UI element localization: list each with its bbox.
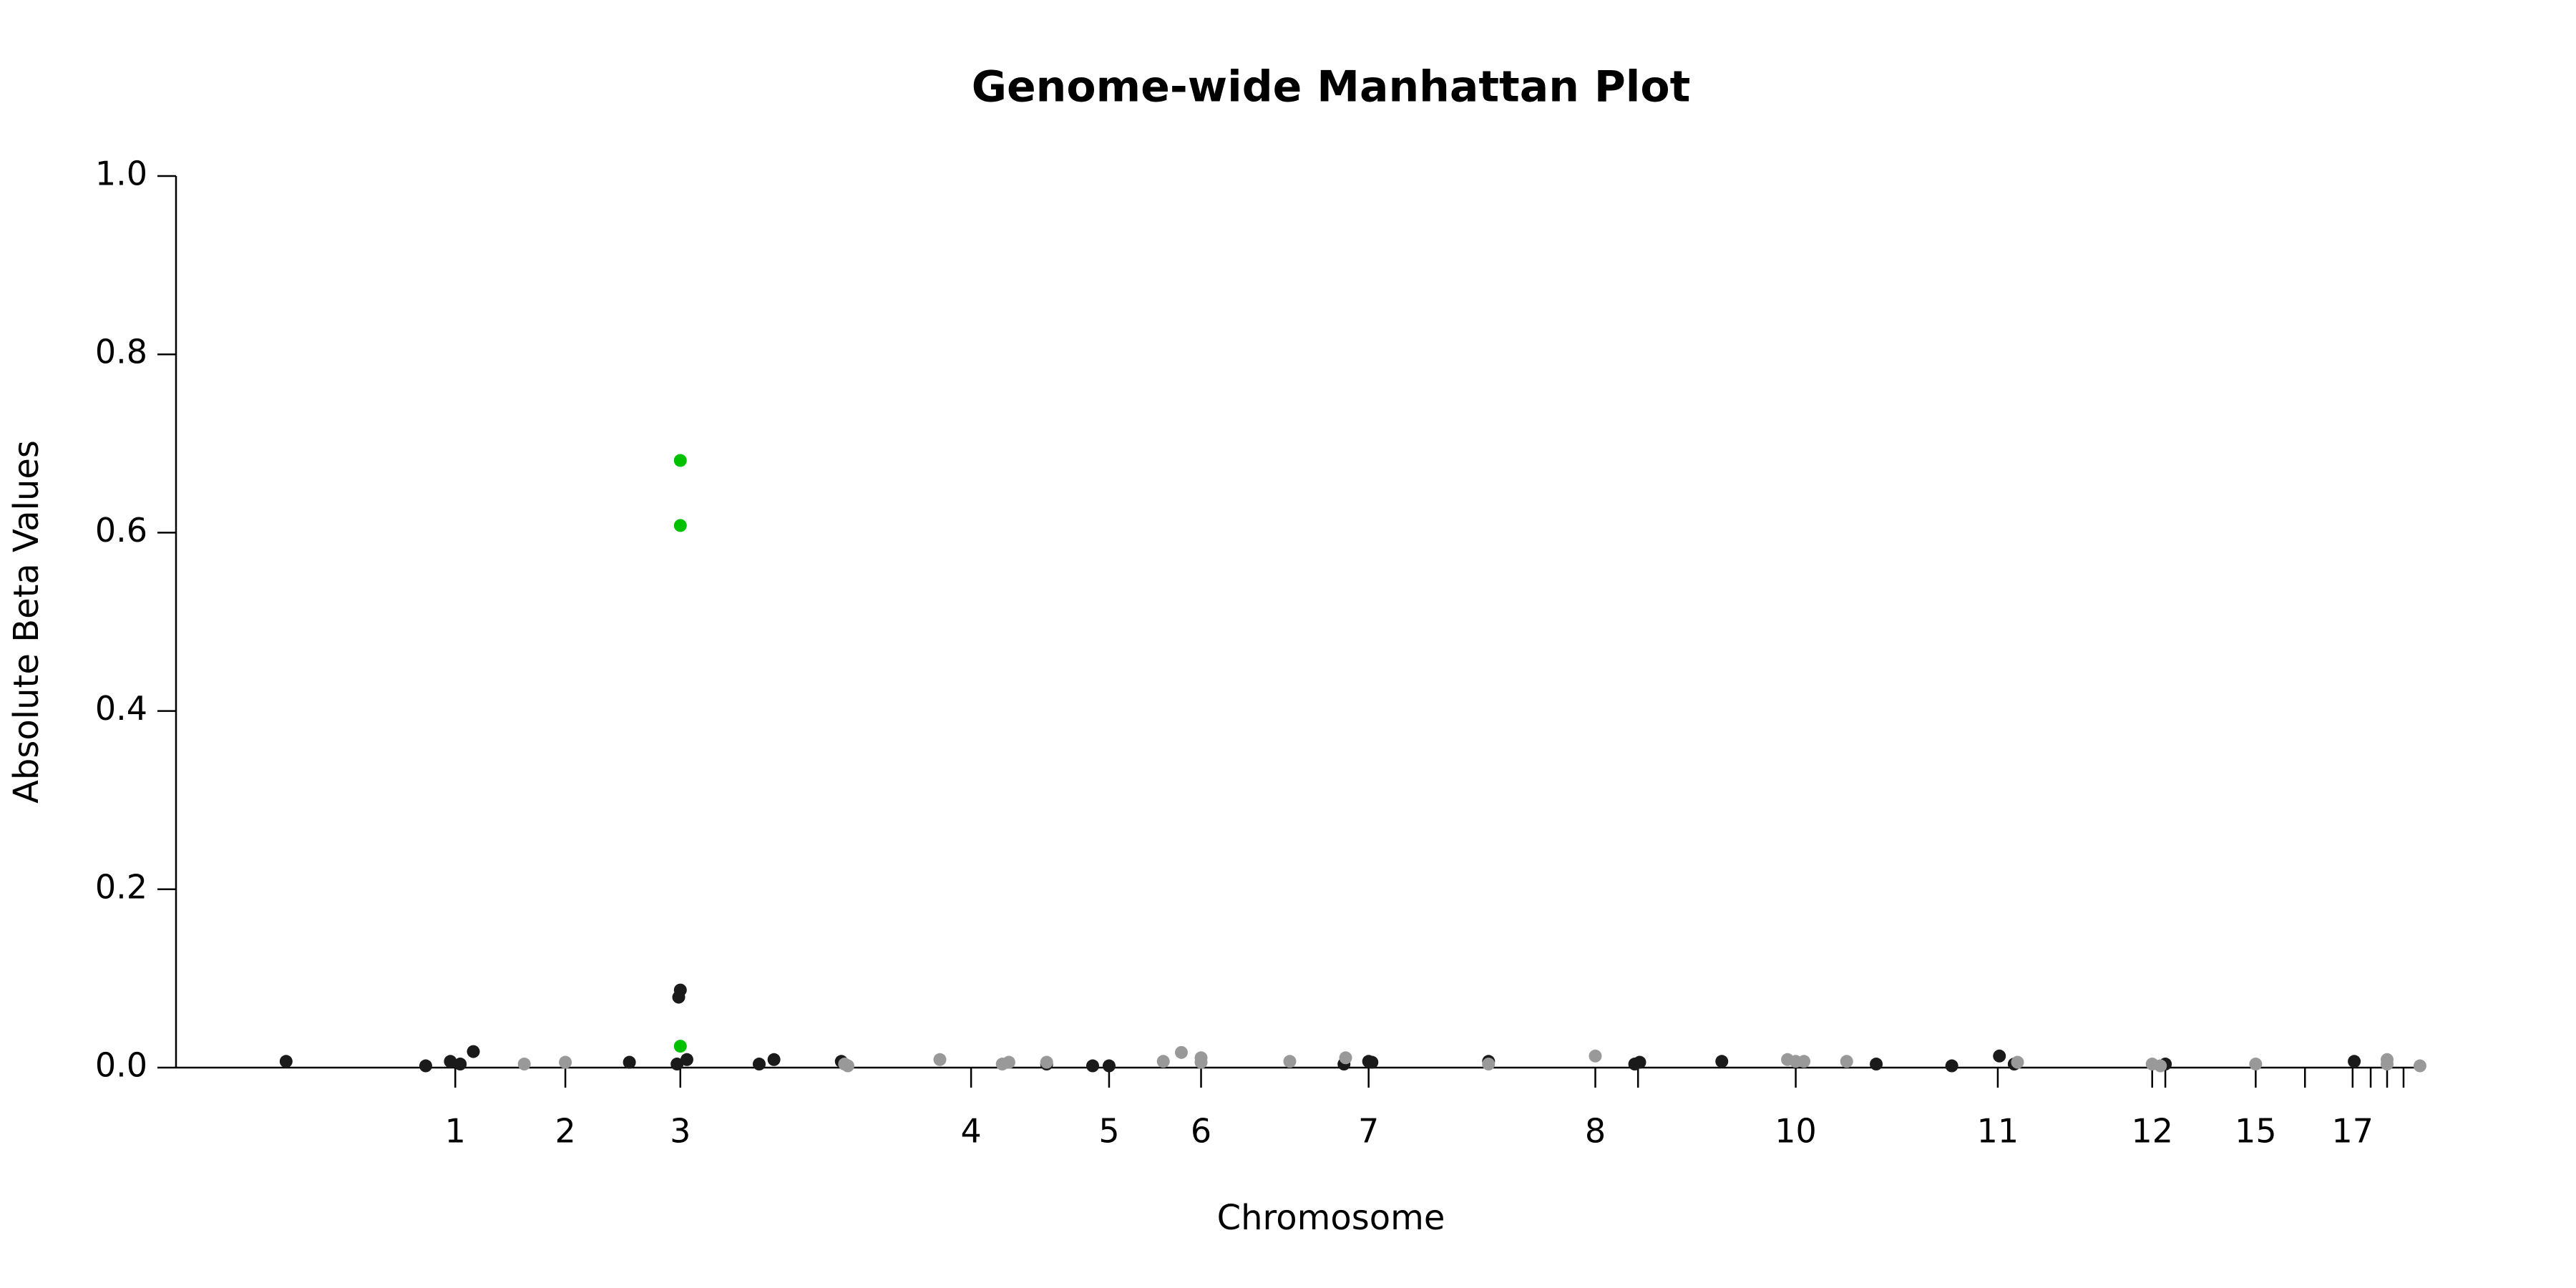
y-tick-label: 1.0 (95, 155, 147, 193)
data-point (841, 1059, 854, 1073)
y-axis-title: Absolute Beta Values (6, 440, 47, 804)
data-point (933, 1053, 947, 1066)
data-point (1174, 1045, 1188, 1059)
x-axis-title: Chromosome (1217, 1198, 1445, 1238)
x-tick-label: 15 (2235, 1112, 2277, 1151)
data-point (279, 1055, 293, 1068)
data-point (1365, 1055, 1379, 1069)
x-tick-label: 10 (1775, 1112, 1817, 1151)
data-point (2348, 1055, 2361, 1068)
data-point (444, 1055, 457, 1068)
data-point (1840, 1055, 1853, 1068)
data-point (517, 1058, 531, 1071)
data-point (673, 519, 687, 532)
data-point (767, 1053, 781, 1066)
data-point (2154, 1059, 2167, 1073)
data-point (1797, 1055, 1811, 1068)
x-tick-label: 7 (1358, 1112, 1379, 1151)
x-tick-label: 2 (555, 1112, 575, 1151)
data-point (673, 454, 687, 467)
data-point (1156, 1055, 1170, 1068)
x-tick-label: 4 (960, 1112, 981, 1151)
data-point (673, 1040, 687, 1053)
y-tick-label: 0.0 (95, 1046, 147, 1085)
data-point (670, 1058, 684, 1071)
data-point (752, 1058, 766, 1071)
x-tick-label: 5 (1098, 1112, 1119, 1151)
data-point (1870, 1058, 1883, 1071)
data-point (1715, 1055, 1729, 1068)
y-tick-label: 0.6 (95, 511, 147, 550)
x-tick-label: 6 (1191, 1112, 1211, 1151)
data-point (454, 1058, 467, 1071)
data-point (680, 1053, 693, 1066)
data-point (467, 1045, 480, 1058)
data-point (2249, 1058, 2263, 1071)
y-tick-label: 0.8 (95, 333, 147, 371)
y-tick-label: 0.2 (95, 867, 147, 906)
data-point (1339, 1051, 1352, 1065)
y-tick-label: 0.4 (95, 689, 147, 728)
x-tick-label: 3 (670, 1112, 691, 1151)
x-tick-label: 11 (1977, 1112, 2019, 1151)
data-point (2413, 1059, 2426, 1073)
data-point (1283, 1055, 1297, 1068)
chart-title: Genome-wide Manhattan Plot (972, 62, 1691, 112)
data-point (2381, 1058, 2394, 1071)
data-point (673, 983, 687, 997)
data-point (1002, 1055, 1015, 1069)
data-point (1086, 1059, 1100, 1073)
data-point (1945, 1059, 1958, 1073)
data-point (1589, 1049, 1602, 1063)
data-point (1482, 1058, 1496, 1071)
data-point (1993, 1049, 2006, 1063)
data-point (559, 1055, 572, 1069)
x-tick-label: 1 (445, 1112, 466, 1151)
x-tick-label: 12 (2131, 1112, 2173, 1151)
data-point (1102, 1059, 1116, 1073)
data-point (623, 1055, 636, 1069)
x-tick-label: 17 (2332, 1112, 2374, 1151)
data-point (1194, 1055, 1208, 1069)
data-point (2011, 1055, 2024, 1069)
data-point (419, 1059, 432, 1073)
x-tick-label: 8 (1585, 1112, 1606, 1151)
data-point (1633, 1055, 1646, 1069)
data-point (1040, 1055, 1053, 1069)
